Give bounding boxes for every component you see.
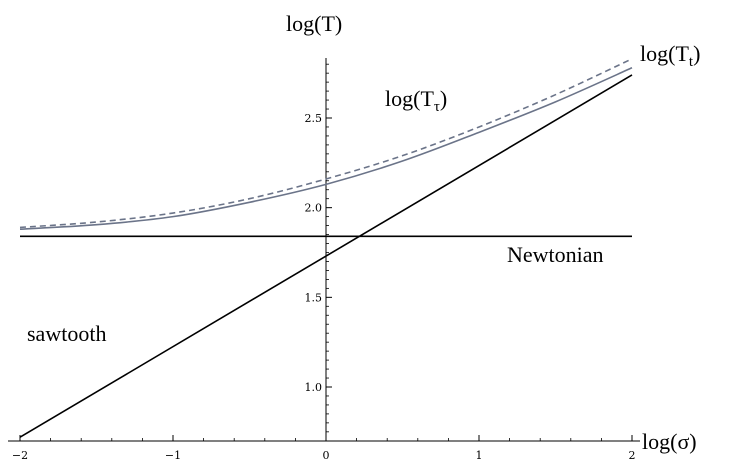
x-tick-label: −2 xyxy=(12,449,28,462)
series-group xyxy=(19,58,633,438)
y-tick-label: 1.0 xyxy=(305,381,323,394)
y-tick-label: 2.5 xyxy=(305,112,323,125)
series-label-sawtooth: sawtooth xyxy=(27,321,106,346)
series-line-sawtooth xyxy=(19,74,633,438)
y-axis-label: log(T) xyxy=(286,11,342,36)
y-tick-label: 2.0 xyxy=(305,202,323,215)
x-tick-label: −1 xyxy=(165,449,181,462)
x-tick-label: 0 xyxy=(323,449,330,462)
y-tick-label: 1.5 xyxy=(305,291,323,304)
series-label-log-t-tau: log(Tτ) xyxy=(385,86,447,115)
x-tick-label: 2 xyxy=(629,449,636,462)
series-label-newtonian: Newtonian xyxy=(507,242,604,267)
x-tick-label: 1 xyxy=(476,449,483,462)
series-line-log-t- xyxy=(19,67,633,230)
series-label-log-t-t: log(Tt) xyxy=(640,41,700,70)
x-axis-label: log(σ) xyxy=(642,429,697,454)
series-line-log-t-t- xyxy=(19,58,633,229)
labels-group: log(T) log(σ) log(Tt) log(Tτ) Newtonian sawto… xyxy=(27,11,700,454)
axes: −2 −1 0 1 2 1.0 1.5 2.0 2.5 xyxy=(8,58,640,462)
